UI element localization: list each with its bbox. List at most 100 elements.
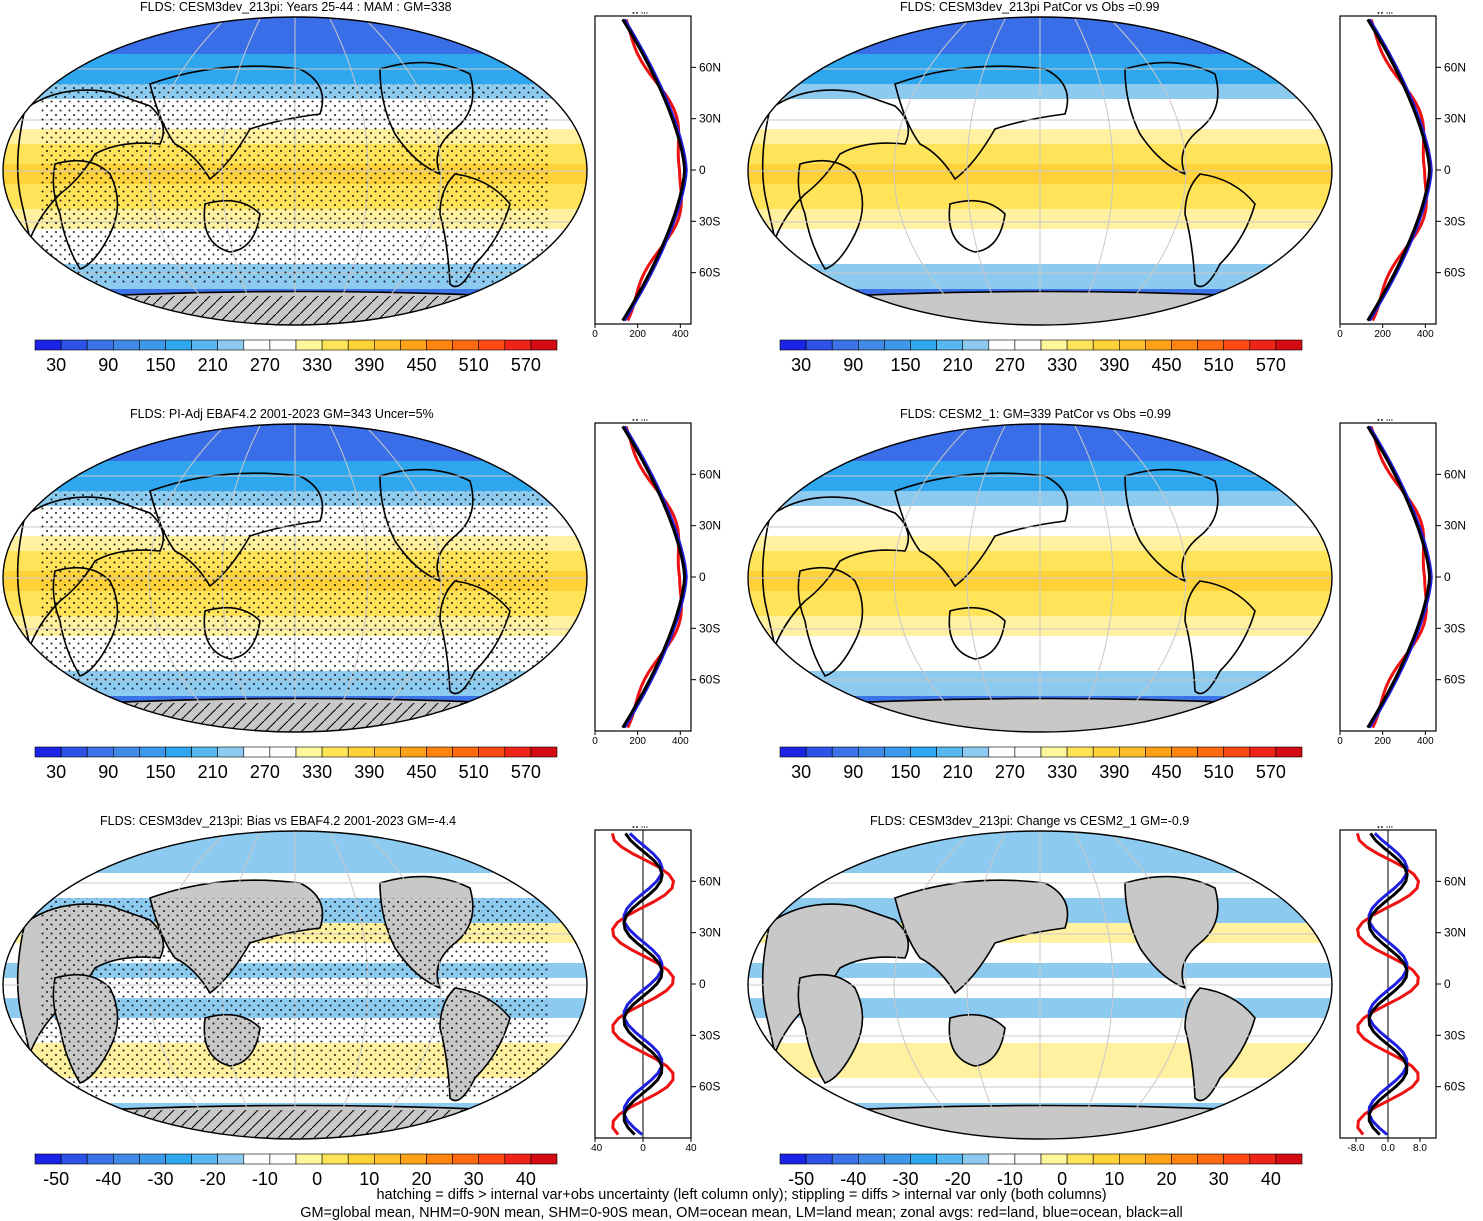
colorbar-swatch: [1171, 339, 1198, 351]
zonal-x-tick-label: 40: [685, 1143, 697, 1151]
zonal-unit-label: W m⁻²: [1376, 419, 1400, 423]
world-map: [2, 16, 588, 326]
colorbar-swatch: [1275, 1153, 1303, 1165]
colorbar-swatch: [831, 1153, 859, 1165]
colorbar-label: 150: [890, 355, 920, 375]
zonal-unit-label: W m⁻²: [1376, 12, 1400, 16]
colorbar-swatch: [1223, 746, 1251, 758]
colorbar-label: 330: [302, 355, 332, 375]
ocean-zonal-curve: [623, 425, 688, 729]
colorbar-label: 510: [459, 355, 489, 375]
all-zonal-curve: [1366, 18, 1432, 322]
colorbar-swatch: [858, 339, 885, 351]
colorbar-swatch: [217, 1153, 245, 1165]
colorbar-swatch: [1223, 1153, 1251, 1165]
colorbar-swatch: [831, 339, 859, 351]
colorbar: -50-40-30-20-1001020304050: [34, 1153, 558, 1189]
latitude-tick-label: 30S: [1444, 1028, 1465, 1042]
colorbar-label: 390: [354, 762, 384, 782]
colorbar-label: 210: [943, 762, 973, 782]
colorbar-label: -40: [95, 1169, 121, 1189]
latitude-tick-label: 30N: [1444, 926, 1466, 940]
colorbar-swatch: [400, 339, 427, 351]
land-zonal-curve: [624, 425, 683, 729]
colorbar-swatch: [936, 746, 964, 758]
colorbar-swatch: [504, 746, 532, 758]
colorbar-label: 150: [145, 762, 175, 782]
colorbar-swatch: [34, 1153, 62, 1165]
colorbar-swatch: [60, 339, 88, 351]
colorbar-label: 570: [1256, 355, 1286, 375]
land-zonal-curve: [1369, 18, 1428, 322]
colorbar-swatch: [1145, 339, 1172, 351]
panel-title: FLDS: PI-Adj EBAF4.2 2001-2023 GM=343 Un…: [130, 407, 434, 421]
latitude-tick-label: 0: [699, 163, 706, 177]
colorbar-label: -50: [43, 1169, 69, 1189]
footer-note-hatching: hatching = diffs > internal var+obs unce…: [376, 1187, 1107, 1203]
colorbar-swatch: [936, 1153, 964, 1165]
colorbar-swatch: [1040, 339, 1068, 351]
colorbar-swatch: [321, 1153, 349, 1165]
ocean-zonal-curve: [1367, 832, 1409, 1136]
colorbar-swatch: [426, 339, 453, 351]
latitude-tick-label: 30N: [699, 112, 721, 126]
colorbar-swatch: [60, 746, 88, 758]
all-zonal-curve: [622, 832, 664, 1136]
all-zonal-curve: [621, 425, 687, 729]
zonal-x-tick-label: -8.0: [1347, 1143, 1365, 1151]
colorbar-label: 330: [302, 762, 332, 782]
colorbar-label: 450: [406, 355, 436, 375]
latitude-tick-label: 60N: [699, 467, 721, 481]
colorbar-swatch: [1014, 339, 1042, 351]
colorbar-label: 510: [459, 762, 489, 782]
colorbar-swatch: [426, 1153, 453, 1165]
colorbar-swatch: [347, 1153, 375, 1165]
colorbar-swatch: [452, 746, 480, 758]
colorbar: 3090150210270330390450510570630: [779, 339, 1303, 375]
colorbar-swatch: [478, 746, 506, 758]
zonal-x-tick-label: 400: [672, 736, 689, 744]
latitude-tick-label: 0: [699, 570, 706, 584]
colorbar-label: 210: [198, 762, 228, 782]
colorbar-swatch: [962, 1153, 990, 1165]
zonal-average-plot: W m⁻² 60N 30N 0 30S 60S -40 0 40: [590, 826, 721, 1151]
colorbar-label: 270: [250, 355, 280, 375]
colorbar-swatch: [1249, 339, 1277, 351]
world-map: [2, 830, 588, 1140]
colorbar-swatch: [1145, 1153, 1172, 1165]
latitude-tick-label: 0: [1444, 570, 1451, 584]
ocean-zonal-curve: [1368, 18, 1433, 322]
colorbar-swatch: [530, 339, 558, 351]
colorbar-swatch: [243, 746, 271, 758]
zonal-x-tick-label: 400: [1417, 736, 1434, 744]
panel-title: FLDS: CESM3dev_213pi: Years 25-44 : MAM …: [140, 0, 452, 14]
latitude-tick-label: 30S: [699, 214, 720, 228]
colorbar: 3090150210270330390450510570630: [779, 746, 1303, 782]
colorbar-swatch: [884, 339, 911, 351]
colorbar-label: 90: [98, 762, 118, 782]
panel-title: FLDS: CESM3dev_213pi: Bias vs EBAF4.2 20…: [100, 814, 457, 828]
colorbar-label: -30: [147, 1169, 173, 1189]
latitude-tick-label: 60S: [1444, 266, 1465, 280]
colorbar-swatch: [165, 339, 192, 351]
zonal-x-tick-label: 0: [592, 736, 598, 744]
land-zonal-curve: [1369, 425, 1428, 729]
land-zonal-curve: [610, 833, 676, 1136]
colorbar-swatch: [988, 746, 1016, 758]
zonal-average-plot: W m⁻² 60N 30N 0 30S 60S 0 200 400: [1337, 419, 1466, 744]
latitude-tick-label: 30S: [1444, 214, 1465, 228]
colorbar-swatch: [858, 1153, 885, 1165]
latitude-tick-label: 30S: [1444, 621, 1465, 635]
colorbar-label: 20: [411, 1169, 431, 1189]
colorbar-swatch: [779, 339, 807, 351]
land-zonal-curve: [1355, 833, 1421, 1136]
colorbar-label: 0: [1057, 1169, 1067, 1189]
zonal-unit-label: W m⁻²: [1376, 826, 1400, 830]
colorbar-swatch: [858, 746, 885, 758]
colorbar-swatch: [269, 339, 297, 351]
colorbar-swatch: [1275, 746, 1303, 758]
colorbar-label: -30: [892, 1169, 918, 1189]
colorbar-swatch: [60, 1153, 88, 1165]
colorbar-swatch: [139, 746, 166, 758]
colorbar-label: 450: [1151, 355, 1181, 375]
